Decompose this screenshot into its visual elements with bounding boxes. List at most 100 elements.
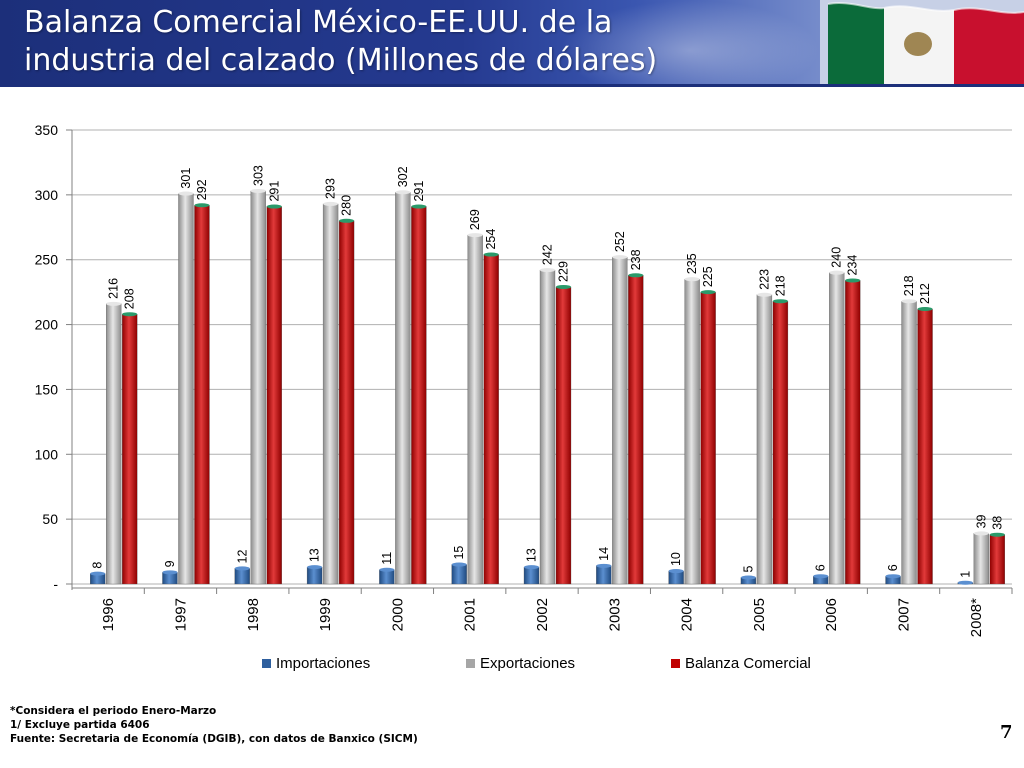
bar-cap: [628, 273, 644, 278]
bar-cap: [845, 278, 861, 283]
bar-balanza-comercial-1997: [194, 205, 210, 585]
footnote-exclusion: 1/ Excluye partida 6406: [10, 719, 150, 731]
x-tick-label: 1997: [172, 598, 189, 631]
bar-cap: [957, 580, 973, 585]
bar-cap: [596, 563, 612, 568]
x-tick-label: 2008*: [968, 598, 985, 637]
bar-cap: [106, 301, 122, 306]
bar-exportaciones-1997: [178, 193, 194, 585]
bar-exportaciones-1999: [322, 203, 339, 585]
bar-exportaciones-2001: [467, 234, 483, 585]
bar-cap: [122, 312, 138, 317]
bar-cap: [556, 284, 571, 289]
y-tick-label: 250: [35, 252, 59, 268]
data-label: 218: [773, 275, 787, 296]
bar-cap: [684, 277, 700, 282]
bar-exportaciones-2008*: [973, 533, 989, 585]
chart-legend: Importaciones Exportaciones Balanza Come…: [0, 655, 1024, 675]
x-tick-label: 2006: [823, 598, 840, 631]
bar-cap: [90, 571, 106, 576]
bar-cap: [395, 190, 411, 195]
x-tick-label: 2002: [534, 598, 551, 631]
bar-balanza-comercial-2003: [628, 275, 644, 585]
bar-importaciones-1999: [306, 566, 323, 585]
bar-cap: [194, 203, 210, 208]
bar-cap: [411, 204, 427, 209]
bar-balanza-comercial-2008*: [989, 534, 1005, 585]
data-label: 291: [267, 181, 281, 202]
bar-balanza-comercial-2005: [772, 301, 789, 585]
data-label: 254: [484, 229, 498, 250]
bar-importaciones-2000: [379, 569, 395, 585]
x-tick-label: 2001: [462, 598, 479, 631]
data-label: 292: [195, 179, 209, 200]
bar-balanza-comercial-2004: [700, 291, 716, 585]
bar-cap: [339, 218, 355, 223]
bar-cap: [700, 290, 716, 295]
data-label: 229: [557, 261, 571, 282]
bar-exportaciones-2000: [395, 192, 411, 585]
data-label: 13: [308, 548, 322, 562]
data-label: 293: [324, 178, 338, 199]
data-label: 208: [123, 288, 137, 309]
data-label: 252: [613, 231, 627, 252]
bar-cap: [234, 566, 250, 571]
x-tick-label: 2003: [606, 598, 623, 631]
legend-item-importaciones: Importaciones: [262, 655, 370, 672]
bar-cap: [756, 292, 772, 297]
bar-cap: [524, 565, 539, 570]
bar-cap: [973, 531, 989, 536]
bar-exportaciones-1998: [250, 190, 266, 585]
bar-cap: [829, 270, 845, 275]
footnote-source: Fuente: Secretaria de Economía (DGIB), c…: [10, 733, 418, 745]
bar-layer: [90, 188, 1005, 585]
bar-exportaciones-2005: [756, 294, 773, 585]
data-label: 238: [629, 249, 643, 270]
x-tick-label: 2007: [896, 598, 913, 631]
legend-swatch-balanza: [671, 659, 680, 668]
data-label: 8: [91, 562, 105, 569]
mexico-flag-image: [820, 0, 1024, 84]
data-label: 216: [107, 278, 121, 299]
data-label: 13: [525, 548, 539, 562]
bar-cap: [740, 575, 756, 580]
data-label: 11: [380, 552, 394, 565]
header-glow: [560, 0, 820, 84]
data-label: 9: [163, 560, 177, 567]
bar-cap: [885, 574, 901, 579]
slide-header: Balanza Comercial México-EE.UU. de la in…: [0, 0, 1024, 84]
x-tick-label: 2004: [679, 598, 696, 631]
bar-importaciones-2002: [523, 566, 540, 585]
bar-chart: 350 300 250 200 150 100 50 - 1996 1997 1998 1999 200…: [0, 96, 1024, 696]
bar-cap: [917, 307, 933, 312]
bar-balanza-comercial-2002: [555, 286, 572, 585]
bar-balanza-comercial-1996: [122, 314, 138, 585]
legend-label-importaciones: Importaciones: [276, 655, 371, 672]
bar-cap: [323, 201, 339, 206]
bar-cap: [989, 532, 1005, 537]
bar-cap: [901, 299, 917, 304]
legend-item-exportaciones: Exportaciones: [466, 655, 575, 672]
footnote-period: *Considera el periodo Enero-Marzo: [10, 705, 217, 717]
data-label: 280: [340, 195, 354, 216]
title-line-2: industria del calzado (Millones de dólar…: [24, 43, 658, 78]
slide-title: Balanza Comercial México-EE.UU. de la in…: [24, 4, 744, 80]
mexico-flag-icon: [820, 0, 1024, 84]
data-label: 269: [468, 209, 482, 230]
data-label: 303: [251, 165, 265, 186]
bar-cap: [612, 255, 628, 260]
data-label: 12: [235, 549, 249, 563]
bar-cap: [772, 299, 788, 304]
bar-cap: [266, 204, 282, 209]
data-label: 235: [685, 253, 699, 274]
chart-svg: 350 300 250 200 150 100 50 - 1996 1997 1998 1999 200…: [35, 122, 1013, 637]
data-label: 301: [179, 168, 193, 189]
axis-layer: 350 300 250 200 150 100 50 - 1996 1997 1998 1999 200…: [35, 122, 1013, 637]
bar-exportaciones-2006: [829, 272, 845, 585]
bar-cap: [813, 574, 829, 579]
bar-exportaciones-1996: [106, 303, 122, 585]
data-label: 38: [990, 516, 1004, 530]
footnotes: *Considera el periodo Enero-Marzo 1/ Exc…: [10, 704, 418, 746]
bar-cap: [467, 233, 483, 238]
